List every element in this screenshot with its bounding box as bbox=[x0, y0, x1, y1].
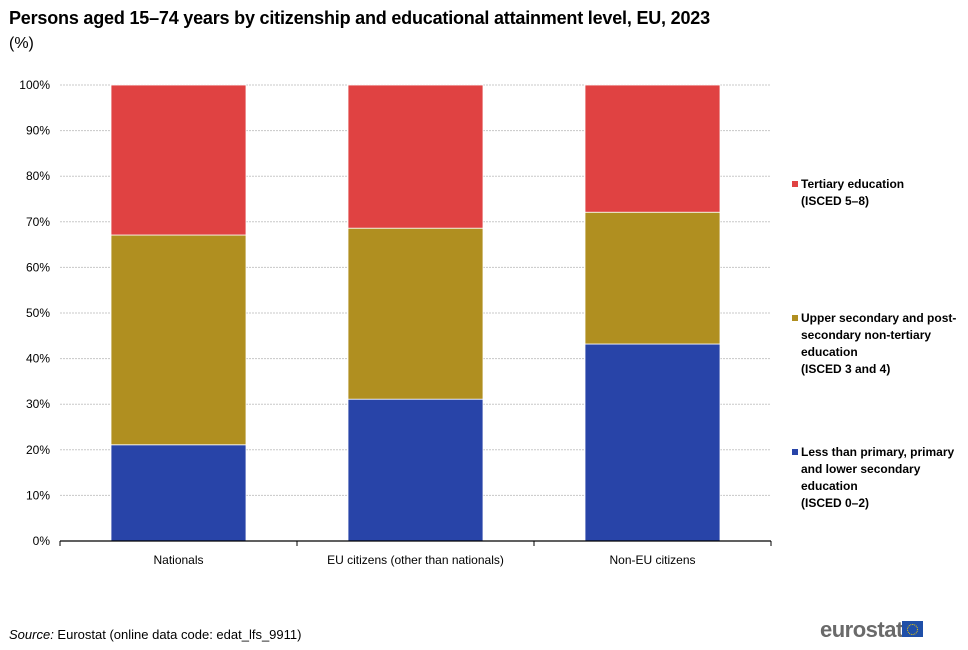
legend-item-lower-secondary: Less than primary, primary and lower sec… bbox=[792, 444, 968, 512]
legend-label: Less than primary, primary and lower sec… bbox=[801, 445, 955, 510]
legend-swatch bbox=[792, 315, 798, 321]
y-tick-label: 100% bbox=[19, 78, 50, 92]
y-tick-label: 40% bbox=[26, 352, 50, 366]
y-tick-label: 70% bbox=[26, 215, 50, 229]
y-tick-label: 20% bbox=[26, 443, 50, 457]
y-tick-label: 80% bbox=[26, 169, 50, 183]
y-tick-label: 0% bbox=[33, 534, 51, 548]
legend-item-upper-secondary: Upper secondary and post- secondary non-… bbox=[792, 310, 968, 378]
y-tick-label: 30% bbox=[26, 397, 50, 411]
eu-flag-icon bbox=[902, 621, 923, 637]
x-tick-label: Non-EU citizens bbox=[609, 553, 695, 567]
source-text: Eurostat (online data code: edat_lfs_991… bbox=[53, 627, 302, 642]
legend-swatch bbox=[792, 449, 798, 455]
bar-segment bbox=[347, 227, 484, 400]
eurostat-logo: eurostat bbox=[820, 617, 903, 642]
legend-label: Upper secondary and post- secondary non-… bbox=[801, 311, 957, 376]
bar-segment bbox=[110, 84, 247, 236]
chart-area: 0% 10% 20% 30% 40% 50% 60% 70% 80% 90% 100% Nationa… bbox=[19, 78, 772, 567]
bar-segment bbox=[584, 84, 721, 213]
chart-title: Persons aged 15–74 years by citizenship … bbox=[9, 8, 710, 28]
legend-label: Tertiary education (ISCED 5–8) bbox=[801, 177, 905, 208]
y-tick-label: 10% bbox=[26, 488, 50, 502]
x-tick-label: EU citizens (other than nationals) bbox=[327, 553, 504, 567]
legend-swatch bbox=[792, 181, 798, 187]
legend-item-tertiary: Tertiary education (ISCED 5–8) bbox=[792, 176, 968, 210]
chart-subtitle: (%) bbox=[9, 35, 34, 52]
y-tick-label: 50% bbox=[26, 306, 50, 320]
source-prefix: Source: bbox=[9, 627, 54, 642]
y-tick-label: 90% bbox=[26, 124, 50, 138]
bar-segment bbox=[110, 444, 247, 542]
bar-segment bbox=[110, 234, 247, 446]
x-tick-label: Nationals bbox=[153, 553, 203, 567]
source-note: Source: Eurostat (online data code: edat… bbox=[9, 627, 301, 642]
y-tick-label: 60% bbox=[26, 260, 50, 274]
bar-segment bbox=[584, 211, 721, 345]
bar-segment bbox=[347, 84, 484, 229]
bar-segment bbox=[347, 398, 484, 542]
bar-segment bbox=[584, 343, 721, 542]
